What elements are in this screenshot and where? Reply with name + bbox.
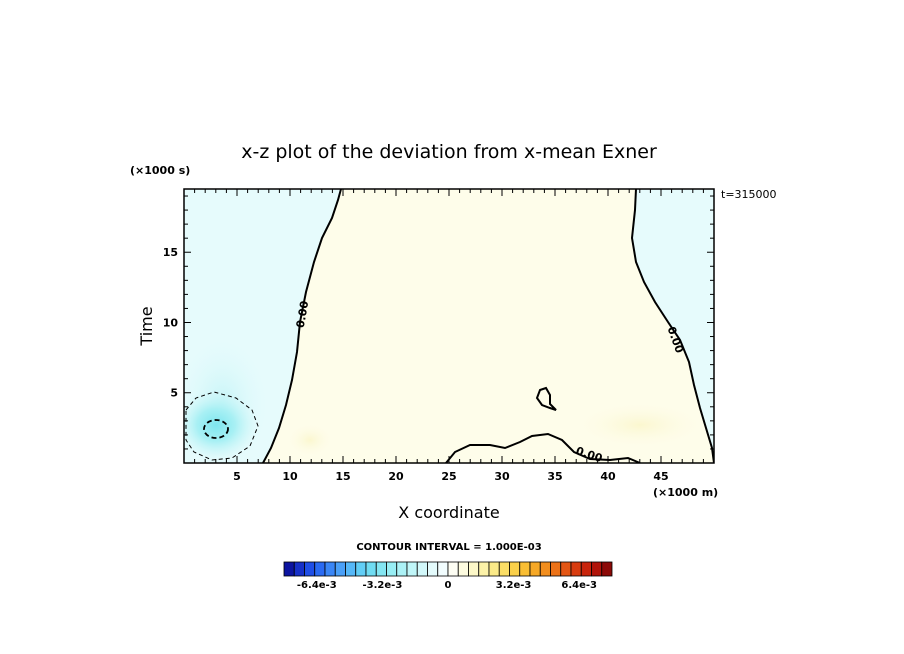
contour-label-left: 0.00 [294,300,312,329]
zero-contour-loop [535,386,557,411]
negative-contour-outer [185,391,259,461]
zero-contour-right [630,189,714,463]
colorbar-swatch [488,561,500,577]
colorbar-swatch [406,561,418,577]
colorbar-swatch [437,561,449,577]
x-tick-label: 40 [600,470,616,483]
colorbar-swatch [427,561,439,577]
colorbar-swatch [539,561,551,577]
colorbar-swatch [345,561,357,577]
y-tick-label: 5 [170,387,178,400]
colorbar-swatch [375,561,387,577]
x-tick-label: 45 [653,470,668,483]
x-tick-label: 10 [282,470,298,483]
x-axis-label: X coordinate [398,503,499,522]
y-tick-label: 15 [163,246,178,259]
colorbar-swatch [509,561,521,577]
x-unit-label: (×1000 m) [653,486,718,499]
colorbar-swatch [498,561,510,577]
colorbar-swatch [365,561,377,577]
colorbar-swatch [324,561,336,577]
x-tick-label: 15 [335,470,350,483]
colorbar-swatch [355,561,367,577]
chart-title: x-z plot of the deviation from x-mean Ex… [241,141,657,163]
colorbar-swatch [478,561,490,577]
colorbar-swatch [416,561,428,577]
plot-area: 0.00 0.00 0.00 [184,189,714,463]
colorbar-swatch [560,561,572,577]
colorbar-tick-label: -3.2e-3 [363,580,403,591]
colorbar-swatch [591,561,603,577]
colorbar-swatch [580,561,592,577]
negative-contour-inner [203,419,229,439]
time-stamp-label: t=315000 [721,188,777,201]
colorbar-swatch [550,561,562,577]
x-tick-label: 35 [547,470,562,483]
x-tick-label: 30 [494,470,510,483]
colorbar-tick-label: 3.2e-3 [496,580,532,591]
colorbar-swatch [293,561,305,577]
colorbar-swatch [457,561,469,577]
x-tick-label: 5 [233,470,241,483]
colorbar-swatch [396,561,408,577]
x-tick-label: 25 [441,470,456,483]
colorbar-swatch [601,561,613,577]
colorbar-tick-label: 0 [445,580,452,591]
colorbar-swatch [386,561,398,577]
colorbar [283,561,613,577]
y-tick-label: 10 [163,316,179,329]
zero-contour-bottom [445,432,641,463]
y-axis-label: Time [137,306,156,346]
colorbar-swatch [529,561,541,577]
colorbar-swatch [447,561,459,577]
colorbar-swatch [283,561,295,577]
colorbar-swatch [304,561,316,577]
fill-negative-right [632,189,714,463]
colorbar-labels: -6.4e-3 -3.2e-3 0 3.2e-3 6.4e-3 [297,580,597,591]
x-tick-label: 20 [388,470,404,483]
colorbar-swatch [314,561,326,577]
colorbar-swatch [468,561,480,577]
axis-tick-labels: 5 10 15 20 25 30 35 40 45 5 10 15 [163,246,669,483]
colorbar-swatch [519,561,531,577]
fill-warm-patch-left [288,424,332,456]
zero-contour-left [262,189,342,463]
contour-interval-label: CONTOUR INTERVAL = 1.000E-03 [356,542,541,553]
fill-minimum-core [184,389,258,461]
y-unit-label: (×1000 s) [130,164,190,177]
colorbar-tick-label: 6.4e-3 [561,580,597,591]
axis-ticks [184,189,714,463]
colorbar-tick-label: -6.4e-3 [297,580,337,591]
colorbar-swatch [570,561,582,577]
fill-warm-patch-right [578,403,702,447]
colorbar-swatch [334,561,346,577]
